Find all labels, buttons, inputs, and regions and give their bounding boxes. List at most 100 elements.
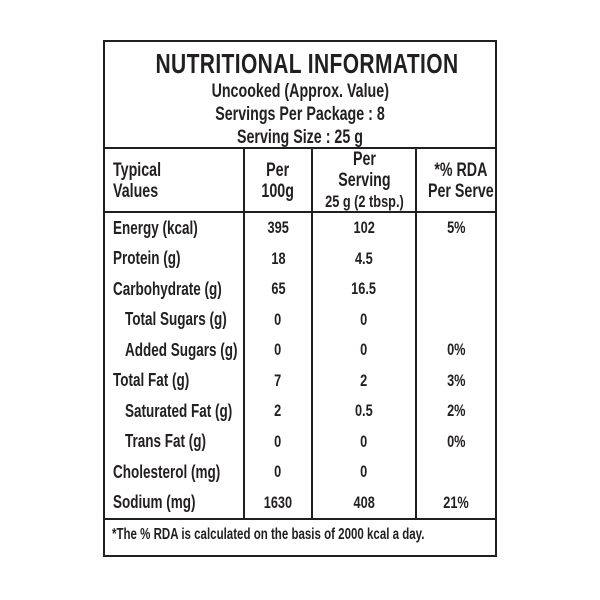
- column-header-typical-values: Typical Values: [105, 149, 243, 212]
- row-label: Trans Fat (g): [105, 427, 243, 458]
- label-state-line: Uncooked (Approx. Value): [105, 80, 495, 103]
- per-serving-value: 0: [311, 457, 415, 488]
- serving-text: Serving: [337, 170, 391, 191]
- row-label: Total Fat (g): [105, 366, 243, 397]
- per-serving-text: 408: [353, 492, 375, 512]
- per-100g-text: 395: [267, 218, 289, 238]
- per-100g-text: 0: [274, 462, 282, 482]
- table-row-added-sugars: Added Sugars (g) 0 0 0%: [105, 335, 495, 366]
- row-label-text: Total Sugars (g): [125, 309, 227, 330]
- row-label-text: Added Sugars (g): [125, 339, 238, 360]
- row-label-text: Trans Fat (g): [125, 431, 207, 452]
- per-100g-value: 18: [243, 243, 311, 274]
- row-label: Cholesterol (mg): [105, 457, 243, 488]
- serving-size-line: Serving Size : 25 g: [105, 126, 495, 149]
- per-100g-value: 7: [243, 365, 311, 396]
- label-state-wrap: Uncooked (Approx. Value): [211, 80, 388, 103]
- per-serving-value: 4.5: [311, 243, 415, 274]
- table-row-energy: Energy (kcal) 395 102 5%: [105, 213, 495, 244]
- rda-text: 2%: [446, 401, 466, 421]
- per-100g-text: 2: [274, 401, 282, 421]
- per-serving-value: 16.5: [311, 274, 415, 305]
- per-serving-text: 0.5: [355, 401, 373, 421]
- rda-value: 3%: [415, 365, 495, 396]
- per-100g-value: 0: [243, 335, 311, 366]
- label-header: NUTRITIONAL INFORMATION Uncooked (Approx…: [105, 42, 495, 149]
- per-serving-value: 102: [311, 213, 415, 244]
- row-label: Carbohydrate (g): [105, 274, 243, 305]
- serving-size: Serving Size : 25 g: [237, 127, 363, 148]
- per-serving-text: 16.5: [351, 279, 377, 299]
- rda-footnote: *The % RDA is calculated on the basis of…: [112, 525, 425, 543]
- label-title-text: NUTRITIONAL INFORMATION: [155, 48, 459, 79]
- column-header-rda: *% RDA Per Serve: [415, 149, 505, 212]
- rda-header-text: *% RDA Per Serve: [428, 160, 494, 202]
- row-label: Total Sugars (g): [105, 305, 243, 336]
- row-label-text: Cholesterol (mg): [113, 461, 221, 482]
- per-serving-text: Per Serving 25 g (2 tbsp.): [325, 149, 404, 212]
- row-label: Sodium (mg): [105, 488, 243, 519]
- row-label: Energy (kcal): [105, 213, 243, 244]
- per-serving-text: 0: [360, 340, 368, 360]
- row-label-text: Sodium (mg): [113, 492, 196, 513]
- values-text: Values: [113, 180, 159, 202]
- per-serving-value: 0.5: [311, 396, 415, 427]
- per-100g-text: 65: [270, 279, 286, 299]
- rda-value: 5%: [415, 213, 495, 244]
- row-label: Saturated Fat (g): [105, 396, 243, 427]
- per-100g-value: 0: [243, 304, 311, 335]
- rda-value: [415, 304, 495, 335]
- rda-text: 5%: [446, 218, 466, 238]
- nutrition-table-body: Energy (kcal) 395 102 5% Protein (g) 18 …: [105, 213, 495, 520]
- rda-footnote-row: *The % RDA is calculated on the basis of…: [105, 520, 495, 549]
- rda-value: [415, 243, 495, 274]
- rda-value: 2%: [415, 396, 495, 427]
- rda-text: 3%: [446, 370, 466, 390]
- per-serving-text: 102: [353, 218, 375, 238]
- per-serving-value: 0: [311, 304, 415, 335]
- per-100g-text: 18: [270, 248, 286, 268]
- servings-per-package: Servings Per Package : 8: [215, 104, 385, 125]
- per-100g-value: 2: [243, 396, 311, 427]
- per-100g-value: 0: [243, 457, 311, 488]
- per-text: Per: [266, 159, 290, 181]
- per-serving-text: 0: [360, 431, 368, 451]
- g100-text: 100g: [261, 180, 295, 202]
- per-serving-value: 408: [311, 487, 415, 518]
- table-row-total-fat: Total Fat (g) 7 2 3%: [105, 365, 495, 397]
- column-header-row: Typical Values Per 100g Per Serving 25 g (2 …: [105, 149, 495, 213]
- serving-size-detail-text: 25 g (2 tbsp.): [324, 192, 404, 211]
- per-100g-value: 1630: [243, 487, 311, 518]
- rda-value: 0%: [415, 426, 495, 457]
- table-row-cholesterol: Cholesterol (mg) 0 0: [105, 457, 495, 488]
- row-label-text: Energy (kcal): [113, 217, 198, 238]
- label-title: NUTRITIONAL INFORMATION: [105, 47, 495, 80]
- table-row-sodium: Sodium (mg) 1630 408 21%: [105, 487, 495, 519]
- per-text2: Per: [352, 149, 376, 170]
- row-label-text: Carbohydrate (g): [113, 278, 222, 299]
- column-header-per-100g: Per 100g: [243, 149, 311, 212]
- per-100g-text: 0: [274, 309, 282, 329]
- rda-text: 0%: [446, 431, 466, 451]
- per-100g-value: 0: [243, 426, 311, 457]
- rda-value: [415, 457, 495, 488]
- table-row-total-sugars: Total Sugars (g) 0 0: [105, 304, 495, 336]
- rda-value: 21%: [415, 487, 495, 518]
- per-serving-value: 0: [311, 335, 415, 366]
- row-label-text: Protein (g): [113, 248, 181, 269]
- column-header-per-serving: Per Serving 25 g (2 tbsp.): [311, 149, 415, 212]
- label-state: Uncooked: [211, 81, 281, 102]
- nutrition-label: NUTRITIONAL INFORMATION Uncooked (Approx…: [103, 40, 497, 557]
- per-100g-text: 7: [274, 370, 282, 390]
- row-label-text: Saturated Fat (g): [125, 400, 233, 421]
- typical-text: Typical: [113, 159, 162, 181]
- per-100g-value: 395: [243, 213, 311, 244]
- per-serve-text: Per Serve: [427, 180, 494, 202]
- label-state-note: (Approx. Value): [284, 81, 389, 102]
- per-serving-text: 2: [360, 370, 368, 390]
- per-100g-text: 0: [274, 431, 282, 451]
- rda-text: 21%: [443, 492, 469, 512]
- per-100g-text: 1630: [263, 492, 293, 512]
- table-row-trans-fat: Trans Fat (g) 0 0 0%: [105, 426, 495, 458]
